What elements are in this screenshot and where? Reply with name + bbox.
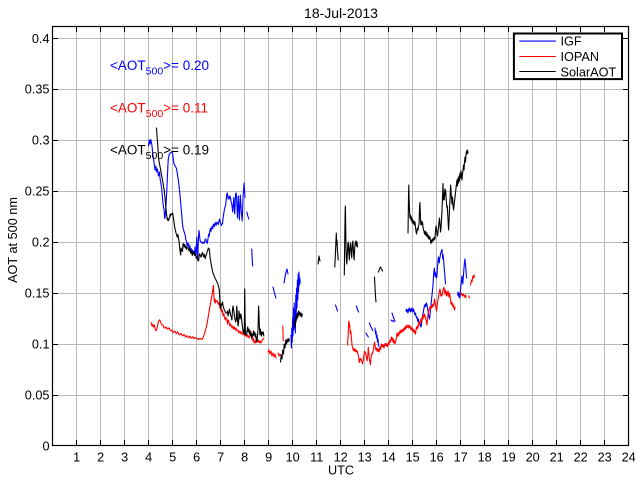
svg-text:16: 16 xyxy=(430,451,444,465)
svg-text:0.2: 0.2 xyxy=(32,236,50,250)
svg-text:8: 8 xyxy=(241,451,248,465)
svg-text:0.15: 0.15 xyxy=(25,287,50,301)
svg-text:IOPAN: IOPAN xyxy=(561,50,600,64)
svg-text:24: 24 xyxy=(622,451,636,465)
svg-text:13: 13 xyxy=(358,451,372,465)
svg-text:9: 9 xyxy=(265,451,272,465)
svg-text:3: 3 xyxy=(121,451,128,465)
svg-text:0.05: 0.05 xyxy=(25,388,50,402)
svg-text:10: 10 xyxy=(286,451,300,465)
svg-text:20: 20 xyxy=(526,451,540,465)
svg-text:<AOT500>= 0.11: <AOT500>= 0.11 xyxy=(110,100,208,120)
svg-text:<AOT500>= 0.19: <AOT500>= 0.19 xyxy=(110,143,209,163)
svg-text:18-Jul-2013: 18-Jul-2013 xyxy=(304,5,378,21)
svg-text:1: 1 xyxy=(73,451,80,465)
svg-text:<AOT500>= 0.20: <AOT500>= 0.20 xyxy=(110,58,209,78)
svg-text:22: 22 xyxy=(574,451,588,465)
svg-text:6: 6 xyxy=(193,451,200,465)
svg-text:11: 11 xyxy=(310,451,323,465)
svg-text:0.25: 0.25 xyxy=(25,185,50,199)
svg-text:5: 5 xyxy=(169,451,176,465)
svg-text:4: 4 xyxy=(145,451,152,465)
svg-text:0.3: 0.3 xyxy=(32,134,50,148)
svg-text:0.4: 0.4 xyxy=(32,32,50,46)
svg-text:14: 14 xyxy=(382,451,396,465)
svg-text:19: 19 xyxy=(502,451,516,465)
svg-text:17: 17 xyxy=(454,451,468,465)
svg-text:12: 12 xyxy=(334,451,348,465)
svg-text:2: 2 xyxy=(97,451,104,465)
svg-text:15: 15 xyxy=(406,451,420,465)
svg-text:0.1: 0.1 xyxy=(32,338,50,352)
svg-text:21: 21 xyxy=(550,451,564,465)
svg-text:7: 7 xyxy=(217,451,224,465)
svg-text:0: 0 xyxy=(42,439,49,453)
svg-text:23: 23 xyxy=(598,451,612,465)
svg-text:18: 18 xyxy=(478,451,492,465)
svg-text:IGF: IGF xyxy=(561,35,582,49)
svg-text:0.35: 0.35 xyxy=(25,83,50,97)
svg-text:AOT at 500 nm: AOT at 500 nm xyxy=(6,197,20,283)
svg-text:UTC: UTC xyxy=(328,464,354,478)
svg-text:SolarAOT: SolarAOT xyxy=(561,65,617,79)
